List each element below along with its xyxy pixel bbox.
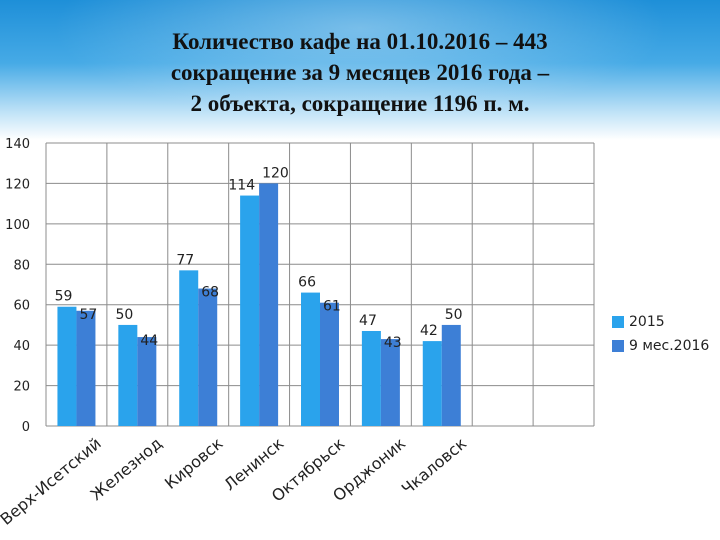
bar-2015-6 xyxy=(422,341,442,426)
legend-item-2016: 9 мес.2016 xyxy=(612,334,709,358)
y-tick-label-0: 0 xyxy=(22,420,30,435)
bar-2016-4 xyxy=(320,302,339,426)
data-label-2015-1: 50 xyxy=(116,307,134,323)
y-tick-label-100: 100 xyxy=(5,218,30,233)
y-tick-label-40: 40 xyxy=(13,339,30,354)
chart-title-line-3: 2 объекта, сокращение 1196 п. м. xyxy=(190,91,530,116)
legend-label-2016: 9 мес.2016 xyxy=(629,338,710,354)
data-label-2015-5: 47 xyxy=(359,313,377,329)
legend: 2015 9 мес.2016 xyxy=(612,310,709,358)
bar-2015-0 xyxy=(57,306,77,426)
data-label-2016-0: 57 xyxy=(79,307,97,323)
data-label-2015-3: 114 xyxy=(228,178,255,194)
data-label-2015-4: 66 xyxy=(298,275,316,291)
bar-2015-2 xyxy=(179,270,199,426)
data-label-2016-6: 50 xyxy=(445,307,463,323)
bar-2016-1 xyxy=(137,337,157,426)
chart-title-line-2: сокращение за 9 месяцев 2016 года – xyxy=(170,60,550,85)
data-label-2016-2: 68 xyxy=(201,285,219,301)
category-label-2: Кировск xyxy=(161,433,227,493)
chart-title: Количество кафе на 01.10.2016 – 443 сокр… xyxy=(90,26,630,119)
y-tick-label-140: 140 xyxy=(5,137,30,152)
data-label-2015-2: 77 xyxy=(176,252,194,268)
legend-swatch-2016 xyxy=(612,340,624,352)
legend-swatch-2015 xyxy=(612,316,624,328)
bar-2016-0 xyxy=(76,310,96,426)
bar-2015-1 xyxy=(118,324,138,426)
legend-item-2015: 2015 xyxy=(612,310,709,334)
bar-2016-3 xyxy=(259,183,279,426)
data-label-2015-0: 59 xyxy=(55,289,73,305)
bar-2015-3 xyxy=(240,195,260,426)
bar-2016-5 xyxy=(380,339,400,426)
bar-2016-6 xyxy=(441,324,461,426)
y-tick-label-60: 60 xyxy=(13,299,30,314)
y-tick-label-80: 80 xyxy=(13,258,30,273)
data-label-2016-4: 61 xyxy=(323,299,341,315)
bar-2015-4 xyxy=(301,292,320,426)
data-label-2016-3: 120 xyxy=(262,165,289,181)
category-label-0: Верх-Исетский xyxy=(0,434,105,529)
y-tick-label-120: 120 xyxy=(5,177,30,192)
data-label-2015-6: 42 xyxy=(420,323,438,339)
bar-2015-5 xyxy=(361,330,381,426)
data-label-2016-5: 43 xyxy=(384,335,402,351)
y-tick-label-20: 20 xyxy=(13,380,30,395)
category-label-6: Чкаловск xyxy=(398,433,470,498)
chart-title-line-1: Количество кафе на 01.10.2016 – 443 xyxy=(172,29,548,54)
data-label-2016-1: 44 xyxy=(140,333,158,349)
header-band xyxy=(0,0,720,140)
legend-label-2015: 2015 xyxy=(629,314,665,330)
bar-2016-2 xyxy=(198,288,218,426)
